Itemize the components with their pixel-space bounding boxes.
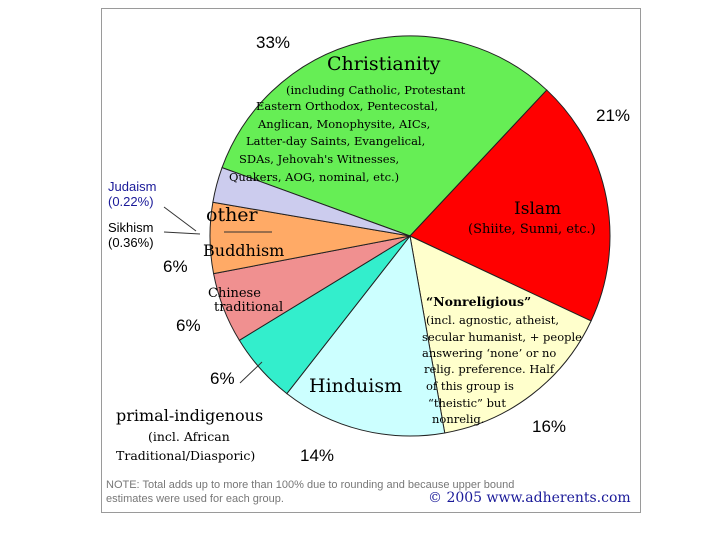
pie-slice-islam: [409, 89, 611, 322]
pct-label-hinduism: 14%: [300, 446, 335, 465]
sublabel-nonreligious-2: secular humanist, + people: [422, 330, 582, 344]
sublabel-christianity-1: (including Catholic, Protestant: [286, 83, 466, 97]
label-chinese-2: traditional: [214, 300, 284, 315]
sublabel-christianity-5: SDAs, Jehovah's Witnesses,: [239, 152, 400, 166]
sublabel-nonreligious-3: answering ‘none’ or no: [422, 346, 557, 360]
sublabel-christianity-4: Latter-day Saints, Evangelical,: [246, 134, 426, 148]
sublabel-christianity-6: Quakers, AOG, nominal, etc.): [229, 170, 400, 184]
footnote-line-1: NOTE: Total adds up to more than 100% du…: [106, 479, 515, 491]
sublabel-nonreligious-7: nonrelig.: [432, 412, 485, 426]
sublabel-nonreligious-4: relig. preference. Half: [424, 362, 555, 376]
leader-line-sikhism: [163, 231, 201, 235]
pct-label-primal: 6%: [210, 369, 235, 388]
sublabel-islam: (Shiite, Sunni, etc.): [468, 222, 596, 237]
pct-label-christianity: 33%: [256, 33, 291, 52]
label-nonreligious: “Nonreligious”: [426, 294, 532, 309]
pct-label-buddhism: 6%: [163, 257, 188, 276]
label-judaism-pct: (0.22%): [108, 194, 154, 209]
pie-slice-other: [212, 166, 411, 237]
sublabel-christianity-2: Eastern Orthodox, Pentecostal,: [256, 99, 439, 113]
pct-label-nonreligious: 16%: [532, 417, 567, 436]
label-sikhism-pct: (0.36%): [108, 235, 154, 250]
sublabel-nonreligious-5: of this group is: [426, 379, 514, 393]
label-islam: Islam: [514, 199, 562, 219]
pie-slice-hinduism: [286, 234, 446, 437]
pct-label-islam: 21%: [596, 106, 631, 125]
label-buddhism: Buddhism: [203, 241, 285, 260]
label-sikhism: Sikhism: [108, 220, 154, 235]
label-other: other: [206, 204, 258, 226]
pie-slice-christianity: [221, 35, 548, 237]
sublabel-nonreligious-6: “theistic” but: [428, 396, 506, 410]
label-chinese-1: Chinese: [208, 286, 261, 301]
leader-line-judaism: [163, 206, 197, 232]
label-hinduism: Hinduism: [309, 375, 403, 397]
pct-label-chinese: 6%: [176, 316, 201, 335]
label-christianity: Christianity: [327, 53, 441, 75]
sublabel-primal-2: Traditional/Diasporic): [116, 448, 256, 463]
credit-link[interactable]: © 2005 www.adherents.com: [428, 490, 631, 506]
label-judaism: Judaism: [108, 179, 157, 194]
sublabel-nonreligious-1: (incl. agnostic, atheist,: [426, 313, 560, 327]
pie-slice-nonreligious: [409, 235, 592, 434]
label-primal: primal-indigenous: [116, 406, 264, 425]
footnote-line-2: estimates were used for each group.: [106, 493, 284, 505]
sublabel-primal-1: (incl. African: [148, 429, 230, 444]
leader-line-primal: [239, 361, 263, 384]
sublabel-christianity-3: Anglican, Monophysite, AICs,: [258, 117, 431, 131]
